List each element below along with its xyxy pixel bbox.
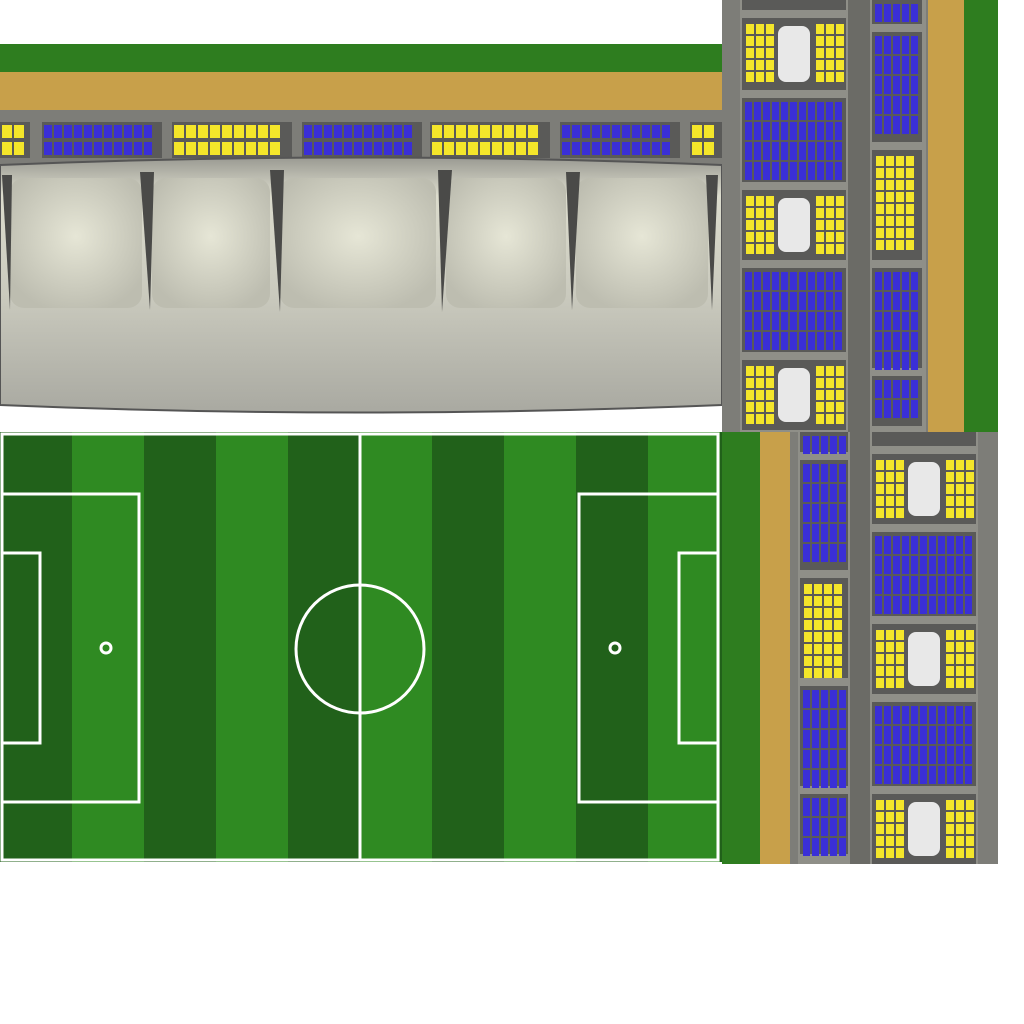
right-stand-texture-bottom	[722, 432, 998, 864]
right-goal-box	[677, 551, 720, 745]
right-stand-texture-top	[722, 0, 998, 432]
left-goal-box	[0, 551, 42, 745]
top-grass-strip	[0, 44, 722, 74]
top-track-strip	[0, 72, 722, 112]
top-seat-rows	[0, 122, 722, 158]
roof-panels	[10, 178, 708, 308]
top-stand-texture	[0, 44, 722, 414]
football-pitch	[0, 432, 722, 862]
right-penalty-spot	[608, 641, 622, 655]
left-penalty-spot	[99, 641, 113, 655]
roof-supports	[2, 170, 718, 312]
center-circle	[294, 583, 426, 715]
pitch-stripes	[0, 432, 722, 862]
pitch-markings	[0, 432, 720, 862]
